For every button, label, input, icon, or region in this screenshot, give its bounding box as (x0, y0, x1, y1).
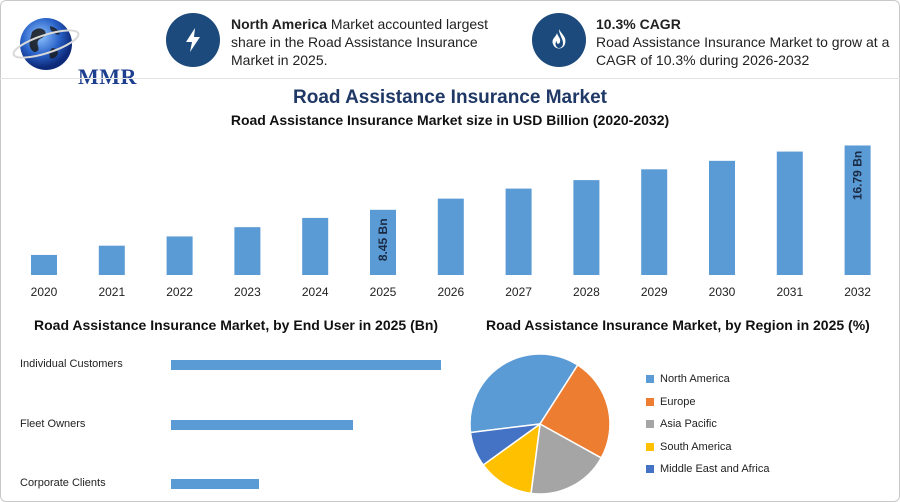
info-cagr: 10.3% CAGR Road Assistance Insurance Mar… (596, 15, 892, 69)
logo-text: MMR (78, 64, 137, 89)
bar-2030 (709, 160, 735, 275)
pie-slice-0 (470, 353, 579, 434)
legend-swatch (646, 420, 654, 428)
x-tick-label: 2025 (370, 285, 397, 299)
x-tick-label: 2024 (302, 285, 329, 299)
lightning-icon (166, 13, 220, 67)
end-user-label: Fleet Owners (20, 418, 86, 430)
info2-text: Road Assistance Insurance Market to grow… (596, 34, 890, 68)
bar-2020 (31, 254, 57, 275)
bar-2021 (98, 245, 125, 275)
legend-label: Middle East and Africa (660, 463, 770, 475)
end-user-label: Corporate Clients (20, 477, 106, 489)
pie-slice-1 (538, 363, 611, 459)
legend-label: Europe (660, 396, 696, 408)
legend-swatch (646, 443, 654, 451)
legend-label: Asia Pacific (660, 418, 717, 430)
legend-item: South America (646, 441, 732, 453)
pie-slice-3 (482, 422, 541, 495)
data-label-2032: 16.79 Bn (851, 151, 865, 200)
x-tick-label: 2021 (98, 285, 125, 299)
legend-swatch (646, 398, 654, 406)
market-size-bar-chart: 2020 2021 2022 2023 2024 2025 8.45 Bn 2026 2027 2… (31, 145, 871, 299)
info1-text: Market accounted largest share in the Ro… (231, 16, 489, 68)
x-tick-label: 2031 (776, 285, 803, 299)
bar-2031 (776, 151, 803, 275)
bar-2022 (166, 236, 193, 275)
info1-bold: North America (231, 16, 327, 32)
legend-item: North America (646, 373, 730, 385)
flame-icon (532, 13, 586, 67)
legend-label: South America (660, 441, 732, 453)
chart-title: Road Assistance Insurance Market (293, 87, 607, 108)
legend-swatch (646, 375, 654, 383)
pie-slice-2 (530, 422, 603, 495)
legend-item: Middle East and Africa (646, 463, 769, 475)
end-user-bar (171, 420, 353, 430)
legend-item: Europe (646, 396, 695, 408)
bar-2027 (505, 188, 532, 275)
mmr-logo: MMR (12, 14, 142, 89)
region-chart-title: Road Assistance Insurance Market, by Reg… (486, 317, 870, 333)
x-tick-label: 2032 (844, 285, 871, 299)
x-tick-label: 2022 (166, 285, 193, 299)
x-tick-label: 2026 (437, 285, 464, 299)
data-label-2025: 8.45 Bn (376, 218, 390, 261)
legend-swatch (646, 465, 654, 473)
x-tick-label: 2030 (709, 285, 736, 299)
x-tick-label: 2023 (234, 285, 261, 299)
end-user-chart-title: Road Assistance Insurance Market, by End… (34, 317, 439, 333)
bar-2028 (573, 180, 600, 275)
x-tick-label: 2020 (31, 285, 58, 299)
bar-2023 (234, 227, 261, 275)
header-divider (0, 78, 900, 79)
chart-subtitle: Road Assistance Insurance Market size in… (230, 112, 670, 128)
bar-2025 (370, 209, 396, 275)
bar-2024 (302, 217, 329, 275)
info-north-america: North America Market accounted largest s… (231, 15, 521, 69)
legend-item: Asia Pacific (646, 418, 717, 430)
info2-bold: 10.3% CAGR (596, 16, 681, 32)
pie-slice-4 (470, 423, 541, 466)
bar-2026 (437, 198, 464, 275)
x-tick-label: 2027 (505, 285, 532, 299)
end-user-label: Individual Customers (20, 358, 123, 370)
globe-icon (12, 18, 80, 70)
x-tick-label: 2029 (641, 285, 668, 299)
end-user-bar (171, 360, 441, 370)
end-user-bar (171, 479, 260, 489)
region-pie-chart (470, 353, 611, 495)
legend-label: North America (660, 373, 730, 385)
x-tick-label: 2028 (573, 285, 600, 299)
bar-2032 (844, 145, 871, 275)
bar-2029 (641, 169, 668, 275)
